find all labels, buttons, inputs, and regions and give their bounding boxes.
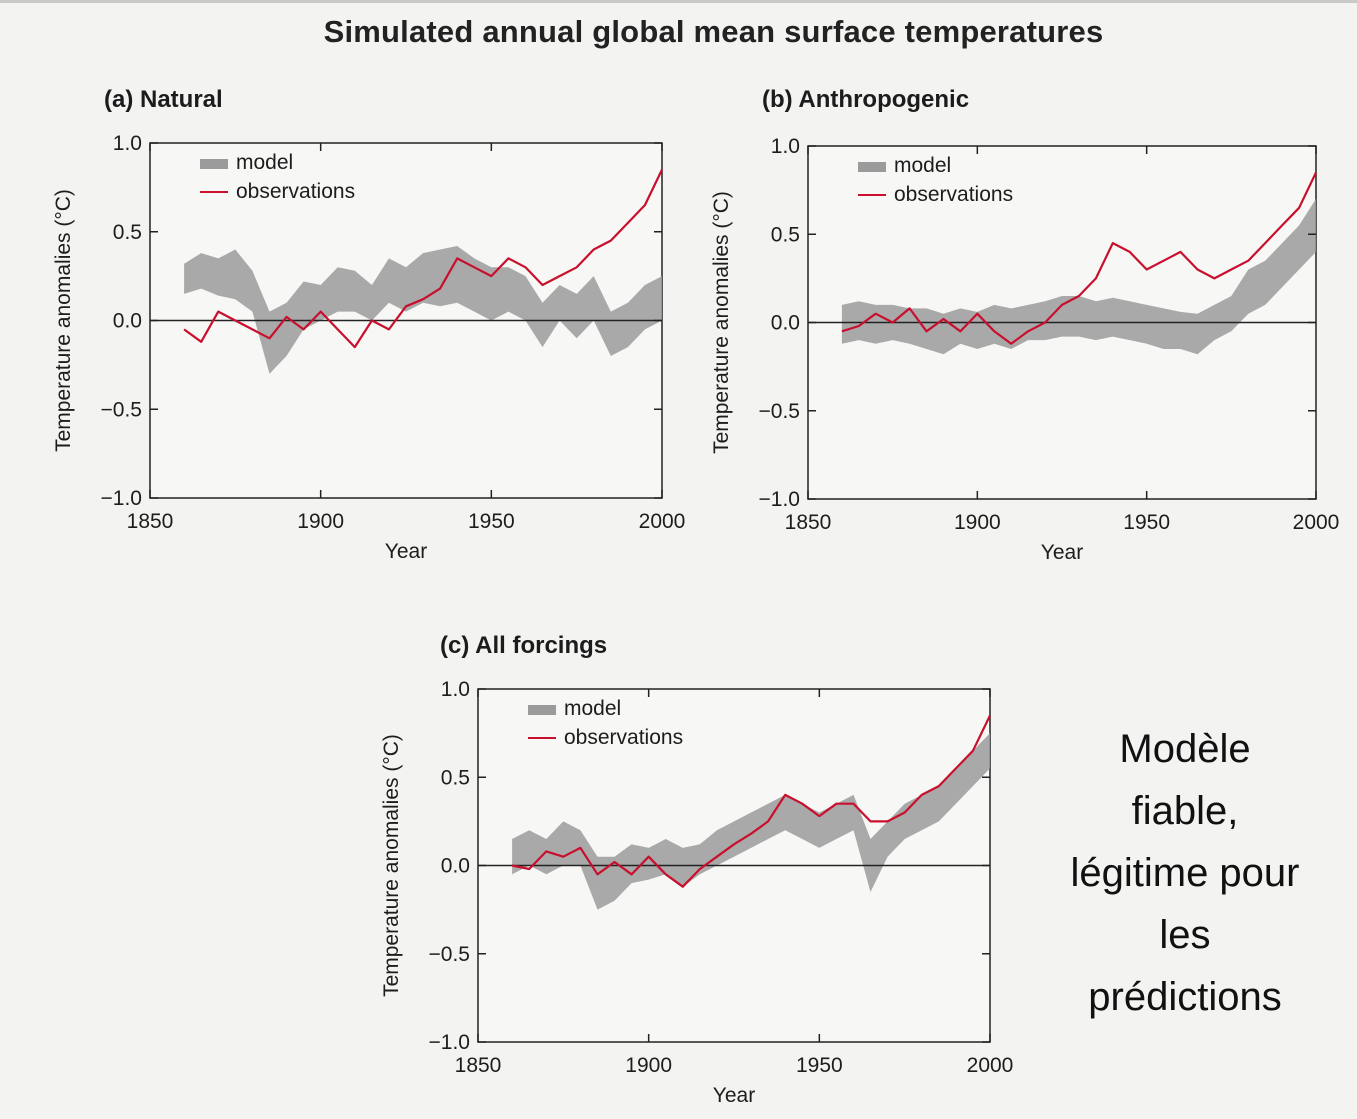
panel-title-c: (c) All forcings xyxy=(440,632,608,659)
legend-observations-label: observations xyxy=(894,183,1013,206)
x-tick-label: 1950 xyxy=(796,1054,843,1077)
x-tick-label: 2000 xyxy=(639,510,686,533)
y-tick-label: 1.0 xyxy=(441,678,470,701)
y-axis-label: Temperature anomalies (°C) xyxy=(710,191,733,454)
page-title: Simulated annual global mean surface tem… xyxy=(323,14,1104,49)
x-axis-label: Year xyxy=(1041,541,1083,564)
y-tick-label: 1.0 xyxy=(771,135,800,158)
x-tick-label: 1900 xyxy=(625,1054,672,1077)
legend-observations-label: observations xyxy=(236,180,355,203)
y-tick-label: 0.0 xyxy=(441,855,470,878)
x-tick-label: 1950 xyxy=(468,510,515,533)
y-axis-label: Temperature anomalies (°C) xyxy=(52,189,75,452)
x-tick-label: 1850 xyxy=(785,511,832,534)
y-tick-label: −0.5 xyxy=(429,943,470,966)
legend-model-swatch xyxy=(200,159,228,169)
y-axis-label: Temperature anomalies (°C) xyxy=(380,734,403,997)
y-tick-label: 0.5 xyxy=(113,221,142,244)
side-note-line-2: fiable, xyxy=(1131,789,1239,833)
y-tick-label: −0.5 xyxy=(759,400,800,423)
side-note-line-5: prédictions xyxy=(1088,975,1282,1019)
legend-model-label: model xyxy=(236,151,293,174)
y-tick-label: −1.0 xyxy=(101,487,142,510)
x-axis-label: Year xyxy=(385,540,427,563)
observations-line xyxy=(511,715,991,888)
y-tick-label: 0.0 xyxy=(771,312,800,335)
y-tick-label: 0.5 xyxy=(771,223,800,246)
x-tick-label: 1900 xyxy=(297,510,344,533)
x-tick-label: 1950 xyxy=(1123,511,1170,534)
model-band xyxy=(184,246,662,374)
x-tick-label: 2000 xyxy=(967,1054,1014,1077)
y-tick-label: −0.5 xyxy=(101,398,142,421)
model-band xyxy=(841,198,1316,355)
y-tick-label: −1.0 xyxy=(759,488,800,511)
observations-line xyxy=(183,169,663,349)
y-tick-label: 0.0 xyxy=(113,310,142,333)
x-tick-label: 1850 xyxy=(127,510,174,533)
side-note-line-1: Modèle xyxy=(1119,727,1251,771)
legend-observations-label: observations xyxy=(564,726,683,749)
panel-title-a: (a) Natural xyxy=(104,86,223,113)
legend-model-swatch xyxy=(528,705,556,715)
legend-model-label: model xyxy=(894,154,951,177)
y-tick-label: 0.5 xyxy=(441,766,470,789)
side-note: Modèle fiable, légitime pour les prédict… xyxy=(1030,718,1340,1028)
x-tick-label: 1900 xyxy=(954,511,1001,534)
legend-model-swatch xyxy=(858,162,886,172)
top-rule xyxy=(0,0,1357,3)
panel-title-b: (b) Anthropogenic xyxy=(762,86,970,113)
side-note-line-4: les xyxy=(1159,913,1211,957)
side-note-line-3: légitime pour xyxy=(1070,851,1300,895)
observations-line xyxy=(841,172,1317,345)
x-axis-label: Year xyxy=(713,1084,755,1107)
x-tick-label: 1850 xyxy=(455,1054,502,1077)
x-tick-label: 2000 xyxy=(1293,511,1340,534)
legend-model-label: model xyxy=(564,697,621,720)
y-tick-label: 1.0 xyxy=(113,132,142,155)
y-tick-label: −1.0 xyxy=(429,1031,470,1054)
